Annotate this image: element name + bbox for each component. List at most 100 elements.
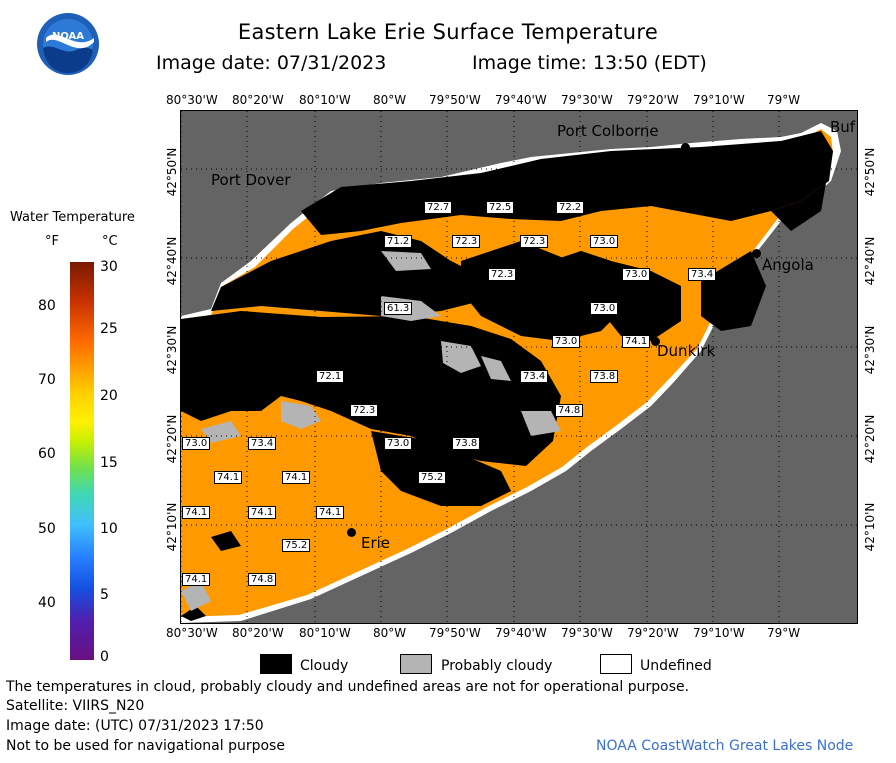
temp-label: 72.3 [452,235,481,248]
lon-tick-bottom: 79°W [767,626,801,640]
lat-tick-left: 42°10'N [165,502,179,552]
probably-cloudy-swatch [400,654,432,674]
lon-tick-bottom: 79°40'W [495,626,547,640]
temp-label: 74.1 [622,335,651,348]
cloud-areas [181,131,833,621]
place-port-colborne: Port Colborne [557,122,659,140]
lon-tick-bottom: 79°10'W [693,626,745,640]
temp-label: 74.8 [555,404,584,417]
temp-label: 73.0 [622,268,651,281]
temp-label: 73.0 [384,437,413,450]
temp-label: 73.0 [590,235,619,248]
lake-erie-map [180,111,857,623]
lat-tick-left: 42°20'N [165,414,179,464]
image-date: Image date: 07/31/2023 [156,52,387,74]
image-time: Image time: 13:50 (EDT) [472,52,707,74]
f-tick: 60 [38,446,56,462]
c-tick: 20 [100,388,118,404]
c-tick: 25 [100,321,118,337]
noaa-logo: NOAA [36,12,100,76]
temp-label: 74.8 [248,573,277,586]
temp-label: 61.3 [384,302,413,315]
c-tick: 15 [100,455,118,471]
lon-tick-top: 79°50'W [429,93,481,107]
temp-label: 74.1 [182,573,211,586]
city-marker [651,337,660,346]
lon-tick-bottom: 79°20'W [627,626,679,640]
undefined-label: Undefined [640,658,712,674]
lon-tick-top: 79°10'W [693,93,745,107]
temp-label: 73.8 [452,437,481,450]
lon-tick-top: 79°20'W [627,93,679,107]
city-marker [752,249,761,258]
temp-label: 73.0 [590,302,619,315]
temp-label: 74.1 [248,506,277,519]
f-tick: 40 [38,595,56,611]
cloudy-label: Cloudy [300,658,349,674]
lon-tick-top: 80°30'W [166,93,218,107]
temp-label: 73.0 [552,335,581,348]
navigation-warning: Not to be used for navigational purpose [6,738,285,754]
lat-tick-right: 42°30'N [863,325,877,375]
lon-tick-bottom: 80°W [373,626,407,640]
temp-label: 73.4 [688,268,717,281]
place-buffalo: Buf [830,118,856,136]
cloudy-swatch [260,654,292,674]
lon-tick-bottom: 79°30'W [561,626,613,640]
temp-label: 73.8 [590,370,619,383]
temp-label: 72.2 [556,201,585,214]
credit-link[interactable]: NOAA CoastWatch Great Lakes Node [596,738,854,754]
lon-tick-top: 79°30'W [561,93,613,107]
temp-label: 74.1 [282,471,311,484]
lon-tick-bottom: 80°30'W [166,626,218,640]
colorbar-title: Water Temperature [10,210,135,225]
logo-text: NOAA [52,31,84,42]
temp-label: 74.1 [182,506,211,519]
temp-label: 73.4 [248,437,277,450]
lon-tick-top: 80°W [373,93,407,107]
temp-label: 72.3 [488,268,517,281]
undefined-swatch [600,654,632,674]
temp-label: 75.2 [418,471,447,484]
temp-label: 74.1 [316,506,345,519]
lat-tick-right: 42°20'N [863,414,877,464]
lat-tick-right: 42°40'N [863,236,877,286]
lon-tick-bottom: 79°50'W [429,626,481,640]
temp-label: 72.3 [350,404,379,417]
lat-tick-right: 42°10'N [863,502,877,552]
lon-tick-top: 79°40'W [495,93,547,107]
temp-label: 73.0 [182,437,211,450]
lat-tick-right: 42°50'N [863,147,877,197]
f-tick: 70 [38,372,56,388]
c-tick: 5 [100,587,109,603]
colorbar-unit-c: °C [102,234,118,249]
temp-label: 71.2 [384,235,413,248]
c-tick: 10 [100,521,118,537]
probably-cloudy-label: Probably cloudy [441,658,553,674]
f-tick: 80 [38,298,56,314]
colorbar [70,262,94,660]
place-port-dover: Port Dover [211,171,291,189]
lon-tick-top: 80°20'W [232,93,284,107]
temp-label: 72.7 [424,201,453,214]
image-date-utc: Image date: (UTC) 07/31/2023 17:50 [6,718,264,734]
map-frame [180,110,858,624]
temp-label: 72.1 [316,370,345,383]
place-erie: Erie [361,534,391,552]
page-title: Eastern Lake Erie Surface Temperature [237,20,659,44]
city-marker [681,143,690,152]
lat-tick-left: 42°50'N [165,147,179,197]
c-tick: 0 [100,649,109,665]
temp-label: 74.1 [214,471,243,484]
temp-label: 72.3 [520,235,549,248]
c-tick: 30 [100,259,118,275]
lat-tick-left: 42°40'N [165,236,179,286]
lat-tick-left: 42°30'N [165,325,179,375]
lon-tick-bottom: 80°10'W [299,626,351,640]
lon-tick-top: 79°W [767,93,801,107]
satellite-info: Satellite: VIIRS_N20 [6,698,145,714]
grid-lines [180,111,857,623]
place-angola: Angola [762,256,814,274]
city-marker [347,528,356,537]
temp-label: 75.2 [282,539,311,552]
